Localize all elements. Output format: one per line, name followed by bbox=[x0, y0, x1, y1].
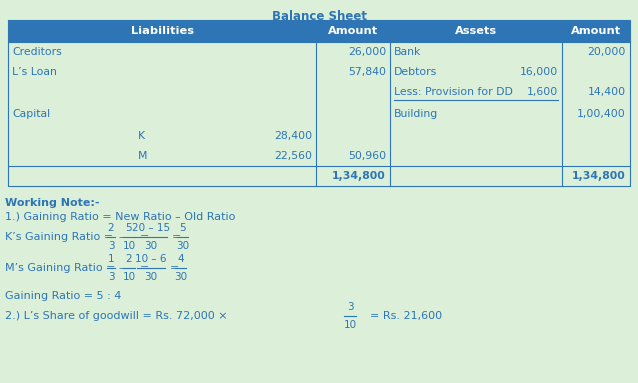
Text: 10: 10 bbox=[122, 241, 135, 251]
Text: Creditors: Creditors bbox=[12, 47, 62, 57]
Text: 1,34,800: 1,34,800 bbox=[332, 171, 386, 181]
Text: Gaining Ratio = 5 : 4: Gaining Ratio = 5 : 4 bbox=[5, 291, 121, 301]
Text: 16,000: 16,000 bbox=[520, 67, 558, 77]
Text: =: = bbox=[172, 232, 181, 242]
Text: 26,000: 26,000 bbox=[348, 47, 386, 57]
Text: 22,560: 22,560 bbox=[274, 151, 312, 161]
Text: M: M bbox=[138, 151, 147, 161]
Text: Building: Building bbox=[394, 109, 438, 119]
Text: 10: 10 bbox=[343, 320, 357, 330]
Text: 1: 1 bbox=[108, 254, 114, 264]
Text: Liabilities: Liabilities bbox=[131, 26, 193, 36]
Text: =: = bbox=[170, 263, 179, 273]
Text: 1,00,400: 1,00,400 bbox=[577, 109, 626, 119]
Text: 30: 30 bbox=[176, 241, 189, 251]
Text: 10 – 6: 10 – 6 bbox=[135, 254, 167, 264]
Text: Amount: Amount bbox=[571, 26, 621, 36]
Text: 5: 5 bbox=[179, 223, 186, 233]
Text: 5: 5 bbox=[126, 223, 132, 233]
Text: 20,000: 20,000 bbox=[588, 47, 626, 57]
Text: 30: 30 bbox=[174, 272, 187, 282]
Text: 10: 10 bbox=[122, 272, 135, 282]
Text: 2: 2 bbox=[108, 223, 114, 233]
Text: 1,600: 1,600 bbox=[527, 87, 558, 97]
Text: 57,840: 57,840 bbox=[348, 67, 386, 77]
Text: 3: 3 bbox=[346, 302, 353, 312]
Text: Amount: Amount bbox=[328, 26, 378, 36]
Text: Working Note:-: Working Note:- bbox=[5, 198, 100, 208]
Text: Balance Sheet: Balance Sheet bbox=[272, 10, 366, 23]
Text: –: – bbox=[119, 263, 124, 273]
Text: 20 – 15: 20 – 15 bbox=[132, 223, 170, 233]
Text: 14,400: 14,400 bbox=[588, 87, 626, 97]
Text: Debtors: Debtors bbox=[394, 67, 437, 77]
Bar bbox=[8, 20, 630, 42]
Text: 30: 30 bbox=[144, 241, 158, 251]
Text: 3: 3 bbox=[108, 272, 114, 282]
Text: M’s Gaining Ratio =: M’s Gaining Ratio = bbox=[5, 263, 115, 273]
Text: = Rs. 21,600: = Rs. 21,600 bbox=[370, 311, 442, 321]
Text: 2: 2 bbox=[126, 254, 132, 264]
Text: 28,400: 28,400 bbox=[274, 131, 312, 141]
Text: K’s Gaining Ratio =: K’s Gaining Ratio = bbox=[5, 232, 113, 242]
Text: 1,34,800: 1,34,800 bbox=[572, 171, 626, 181]
Text: 4: 4 bbox=[177, 254, 184, 264]
Text: Assets: Assets bbox=[455, 26, 497, 36]
Text: 3: 3 bbox=[108, 241, 114, 251]
Text: 2.) L’s Share of goodwill = Rs. 72,000 ×: 2.) L’s Share of goodwill = Rs. 72,000 × bbox=[5, 311, 228, 321]
Text: =: = bbox=[140, 263, 149, 273]
Text: =: = bbox=[140, 232, 149, 242]
Text: Less: Provision for DD: Less: Provision for DD bbox=[394, 87, 513, 97]
Text: Bank: Bank bbox=[394, 47, 421, 57]
Text: L’s Loan: L’s Loan bbox=[12, 67, 57, 77]
Text: 30: 30 bbox=[144, 272, 158, 282]
Text: 1.) Gaining Ratio = New Ratio – Old Ratio: 1.) Gaining Ratio = New Ratio – Old Rati… bbox=[5, 212, 235, 222]
Text: –: – bbox=[119, 232, 124, 242]
Text: K: K bbox=[138, 131, 145, 141]
Text: 50,960: 50,960 bbox=[348, 151, 386, 161]
Text: Capital: Capital bbox=[12, 109, 50, 119]
